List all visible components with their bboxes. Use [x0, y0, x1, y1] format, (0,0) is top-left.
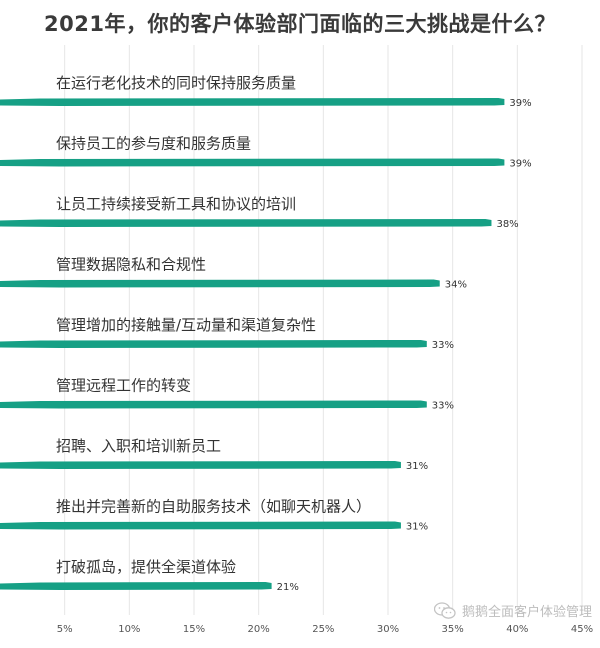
category-label: 打破孤岛，提供全渠道体验: [56, 558, 236, 576]
value-label: 38%: [496, 219, 518, 230]
wechat-icon: [433, 601, 456, 619]
bar: [0, 340, 427, 348]
bar: [0, 582, 272, 590]
category-label: 在运行老化技术的同时保持服务质量: [56, 74, 296, 92]
value-label: 39%: [509, 159, 531, 170]
bar: [0, 98, 505, 106]
value-label: 21%: [277, 582, 299, 593]
watermark: 鹅鹅全面客户体验管理: [433, 601, 592, 620]
chart-title: 2021年，你的客户体验部门面临的三大挑战是什么？: [44, 12, 556, 36]
x-tick-label: 15%: [183, 624, 205, 635]
value-label: 31%: [406, 522, 428, 533]
value-label: 34%: [445, 280, 467, 291]
bar: [0, 219, 492, 227]
x-tick-label: 35%: [442, 624, 464, 635]
x-tick-label: 45%: [571, 624, 593, 635]
bar: [0, 158, 505, 167]
category-label: 推出并完善新的自助服务技术（如聊天机器人）: [56, 498, 371, 516]
x-tick-label: 40%: [506, 624, 528, 635]
category-label: 管理远程工作的转变: [56, 377, 191, 395]
category-label: 招聘、入职和培训新员工: [56, 437, 221, 455]
category-label: 保持员工的参与度和服务质量: [56, 135, 251, 153]
x-tick-label: 20%: [248, 624, 270, 635]
bar: [0, 521, 401, 530]
value-label: 31%: [406, 461, 428, 472]
value-label: 39%: [509, 98, 531, 109]
x-tick-label: 30%: [377, 624, 399, 635]
category-label: 管理增加的接触量/互动量和渠道复杂性: [56, 316, 316, 334]
category-label: 让员工持续接受新工具和协议的培训: [56, 195, 296, 213]
watermark-text: 鹅鹅全面客户体验管理: [461, 605, 592, 620]
x-tick-label: 10%: [118, 624, 140, 635]
bar: [0, 279, 440, 288]
value-label: 33%: [432, 401, 454, 412]
x-tick-label: 5%: [57, 624, 73, 635]
bar: [0, 461, 401, 469]
x-tick-label: 25%: [312, 624, 334, 635]
category-label: 管理数据隐私和合规性: [56, 256, 206, 274]
value-label: 33%: [432, 340, 454, 351]
bar: [0, 400, 427, 409]
